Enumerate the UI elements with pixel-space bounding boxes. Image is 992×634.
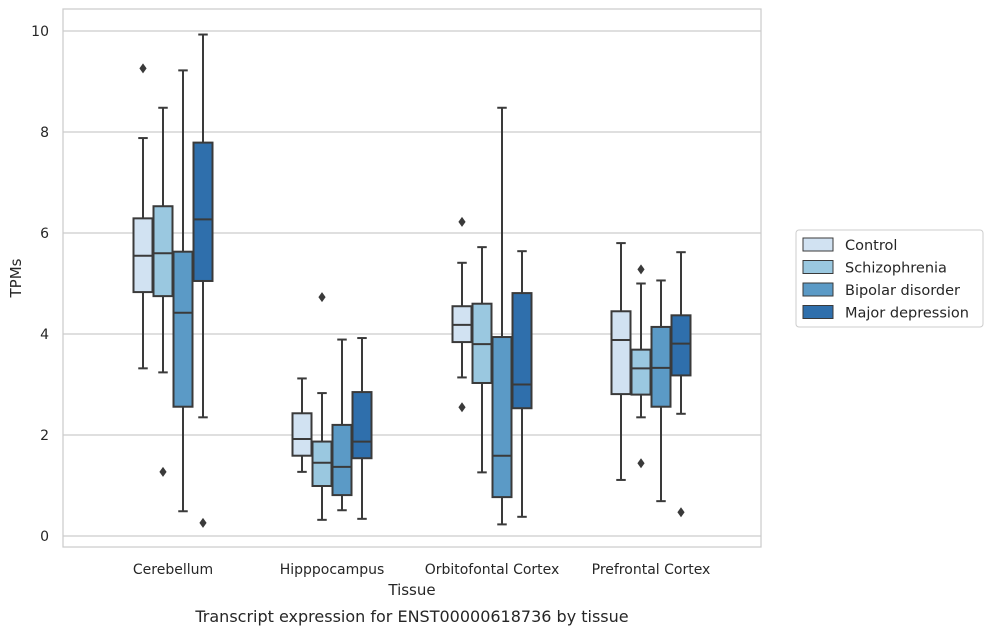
box-major-depression [511, 250, 533, 518]
y-axis-ticks: 0 2 4 6 8 10 [31, 24, 49, 545]
y-tick-label: 10 [31, 24, 49, 40]
x-tick-label: Prefrontal Cortex [592, 562, 711, 578]
box-major-depression [351, 337, 373, 520]
x-tick-label: Orbitofontal Cortex [425, 562, 560, 578]
legend-label: Bipolar disorder [845, 283, 960, 299]
box-schizophrenia [630, 264, 652, 469]
legend-frame [795, 229, 984, 328]
box-iqr [351, 391, 373, 460]
outlier-point [458, 402, 466, 413]
outlier-point [318, 292, 326, 303]
box-control [451, 216, 473, 413]
box-control [291, 377, 313, 473]
legend-swatch [802, 260, 834, 274]
box-control [132, 63, 154, 370]
chart-caption: Transcript expression for ENST0000061873… [194, 607, 628, 626]
box-iqr [331, 423, 353, 497]
box-iqr [291, 412, 313, 457]
box-bipolar-disorder [650, 279, 672, 503]
y-tick-label: 0 [40, 529, 49, 545]
box-groups [132, 33, 692, 528]
box-iqr [152, 205, 174, 298]
outlier-point [159, 466, 167, 477]
box-schizophrenia [471, 246, 493, 474]
legend-swatch [802, 282, 834, 297]
outlier-point [199, 517, 207, 528]
box-schizophrenia [152, 106, 174, 477]
legend-label: Schizophrenia [845, 261, 947, 277]
x-tick-label: Cerebellum [133, 562, 213, 578]
outlier-point [677, 507, 685, 518]
box-major-depression [670, 251, 692, 518]
box-iqr [311, 440, 333, 488]
y-tick-label: 2 [40, 428, 49, 444]
box-iqr [610, 310, 632, 396]
legend: Control Schizophrenia Bipolar disorder Majo… [795, 229, 984, 328]
box-bipolar-disorder [331, 338, 353, 512]
box-major-depression [192, 33, 214, 528]
x-tick-label: Hipppocampus [280, 562, 385, 578]
outlier-point [458, 216, 466, 227]
box-bipolar-disorder [491, 106, 513, 526]
y-tick-label: 6 [40, 226, 49, 242]
box-iqr [491, 336, 513, 499]
box-iqr [630, 348, 652, 396]
box-iqr [670, 314, 692, 377]
plot-area [62, 8, 762, 548]
box-iqr [192, 141, 214, 282]
legend-label: Control [845, 238, 897, 254]
legend-swatch [802, 305, 834, 319]
outlier-point [637, 458, 645, 469]
box-control [610, 242, 632, 481]
y-tick-label: 4 [40, 327, 49, 343]
y-axis-title: TPMs [7, 258, 25, 298]
x-axis-ticks: Cerebellum Hipppocampus Orbitofontal Corte… [133, 562, 710, 578]
y-tick-label: 8 [40, 125, 49, 141]
box-iqr [172, 250, 194, 408]
box-iqr [650, 325, 672, 408]
legend-swatch [802, 237, 834, 252]
box-bipolar-disorder [172, 69, 194, 513]
outlier-point [139, 63, 147, 74]
outlier-point [637, 264, 645, 275]
box-iqr [511, 292, 533, 410]
x-axis-title: Tissue [387, 581, 435, 599]
legend-label: Major depression [845, 306, 969, 322]
box-schizophrenia [311, 292, 333, 521]
